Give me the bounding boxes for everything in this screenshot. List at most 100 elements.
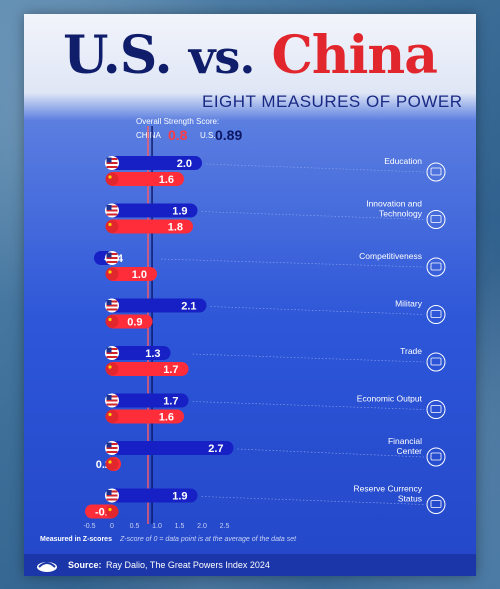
- overall-china-value: 0.8: [168, 127, 188, 143]
- us-bar: [106, 393, 189, 408]
- guide-line: [201, 211, 425, 220]
- category-icon-glyph: [430, 500, 442, 508]
- us-flag-stripe: [106, 498, 118, 501]
- us-flag-stripe: [106, 213, 118, 216]
- us-flag-stripe: [106, 447, 118, 449]
- china-flag-icon: [105, 362, 119, 376]
- china-bar: [106, 219, 193, 234]
- source-bar: Source: Ray Dalio, The Great Powers Inde…: [24, 554, 476, 576]
- guide-line: [201, 496, 425, 505]
- guide-line: [192, 401, 425, 410]
- title-us: U.S.: [63, 25, 172, 86]
- us-flag-stripe: [106, 300, 118, 303]
- us-flag-stripe: [106, 308, 118, 311]
- category-icon: [426, 352, 446, 372]
- category-icon-glyph: [430, 357, 442, 366]
- china-bar: [106, 409, 184, 424]
- power-chart: -0.5 0 0.5 1.0 1.5 2.0 2.52.01.6Education1.91.…: [83, 126, 446, 530]
- infographic-card: U.S. vs. China EIGHT MEASURES OF POWER O…: [24, 14, 476, 576]
- category-label: Trade: [400, 346, 422, 356]
- us-flag-stripe: [106, 253, 118, 255]
- us-flag-stripe: [106, 443, 118, 445]
- category-label: Economic Output: [357, 394, 423, 404]
- category-label: Status: [398, 494, 422, 504]
- china-flag-star: [108, 460, 112, 464]
- china-flag-star: [108, 365, 112, 369]
- category-label: Military: [395, 299, 423, 309]
- title-vs: vs.: [188, 30, 256, 84]
- x-tick-label: -0.5: [83, 523, 95, 530]
- us-flag-stripe: [106, 399, 118, 402]
- us-flag-stripe: [106, 166, 118, 168]
- china-flag-icon: [105, 315, 119, 328]
- china-value-label: 1.6: [159, 174, 174, 186]
- us-flag-canton: [106, 157, 112, 163]
- us-value-label: 1.9: [172, 491, 187, 503]
- china-flag-star: [108, 270, 112, 274]
- x-tick-label: 0.5: [130, 523, 140, 530]
- china-flag-star: [108, 317, 112, 322]
- us-flag-stripe: [106, 451, 118, 453]
- x-tick-label: 2.0: [197, 523, 207, 530]
- us-flag-stripe: [106, 403, 118, 406]
- subtitle: EIGHT MEASURES OF POWER: [202, 92, 463, 111]
- category-icon-glyph: [430, 452, 442, 461]
- category-icon: [426, 400, 446, 419]
- us-value-label: 1.3: [145, 348, 160, 360]
- us-flag-canton: [106, 205, 112, 210]
- category-icon-glyph: [430, 262, 442, 271]
- us-flag-stripe: [106, 395, 118, 398]
- china-flag-star: [108, 412, 112, 417]
- us-flag-stripe: [106, 490, 118, 493]
- china-flag-icon: [105, 457, 119, 471]
- us-flag-canton: [106, 490, 112, 495]
- us-flag-stripe: [106, 261, 118, 263]
- category-label: Reserve Currency: [354, 484, 423, 494]
- category-icon: [426, 495, 446, 514]
- us-flag-stripe: [106, 352, 118, 354]
- china-bar: [106, 314, 153, 329]
- title-china: China: [271, 25, 437, 86]
- category-label: Center: [396, 446, 422, 456]
- visual-capitalist-logo-icon: [37, 562, 57, 572]
- china-flag-icon: [105, 505, 119, 518]
- category-icon: [426, 162, 446, 182]
- category-icon-glyph: [430, 310, 442, 318]
- china-flag-icon: [105, 220, 119, 233]
- us-value-label: 1.9: [172, 206, 187, 218]
- category-label: Education: [384, 156, 422, 166]
- china-flag-icon: [105, 172, 119, 186]
- guide-line: [205, 163, 425, 173]
- overall-us-label: U.S.: [200, 131, 216, 140]
- china-bar: [106, 267, 157, 281]
- china-value-label: 0.9: [127, 317, 142, 329]
- guide-line: [210, 306, 425, 315]
- us-value-label: 2.0: [177, 158, 192, 170]
- us-bar: [106, 298, 207, 313]
- us-flag-stripe: [106, 257, 118, 259]
- source-text: Ray Dalio, The Great Powers Index 2024: [106, 560, 270, 570]
- x-tick-label: 1.0: [152, 523, 162, 530]
- us-flag-stripe: [106, 158, 118, 160]
- china-flag-star: [108, 507, 112, 512]
- us-bar: [106, 441, 234, 455]
- category-icon: [426, 447, 446, 467]
- china-flag-star: [108, 222, 112, 227]
- us-flag-canton: [106, 442, 112, 448]
- zscore-note: Z-score of 0 = data point is at the aver…: [120, 536, 297, 543]
- category-label: Technology: [379, 209, 423, 219]
- us-bar: [106, 346, 171, 360]
- x-tick-label: 2.5: [220, 523, 230, 530]
- category-icon: [426, 305, 446, 324]
- category-icon-glyph: [430, 215, 442, 223]
- us-flag-stripe: [106, 356, 118, 358]
- china-value-label: 1.0: [132, 269, 147, 281]
- overall-score-label: Overall Strength Score:: [136, 117, 220, 126]
- category-icon: [426, 210, 446, 229]
- china-value-label: 1.6: [159, 412, 174, 424]
- us-value-label: 2.1: [181, 301, 196, 313]
- category-label: Innovation and: [366, 199, 422, 209]
- category-icon-glyph: [430, 167, 442, 176]
- us-flag-stripe: [106, 162, 118, 164]
- us-value-label: 2.7: [208, 443, 223, 455]
